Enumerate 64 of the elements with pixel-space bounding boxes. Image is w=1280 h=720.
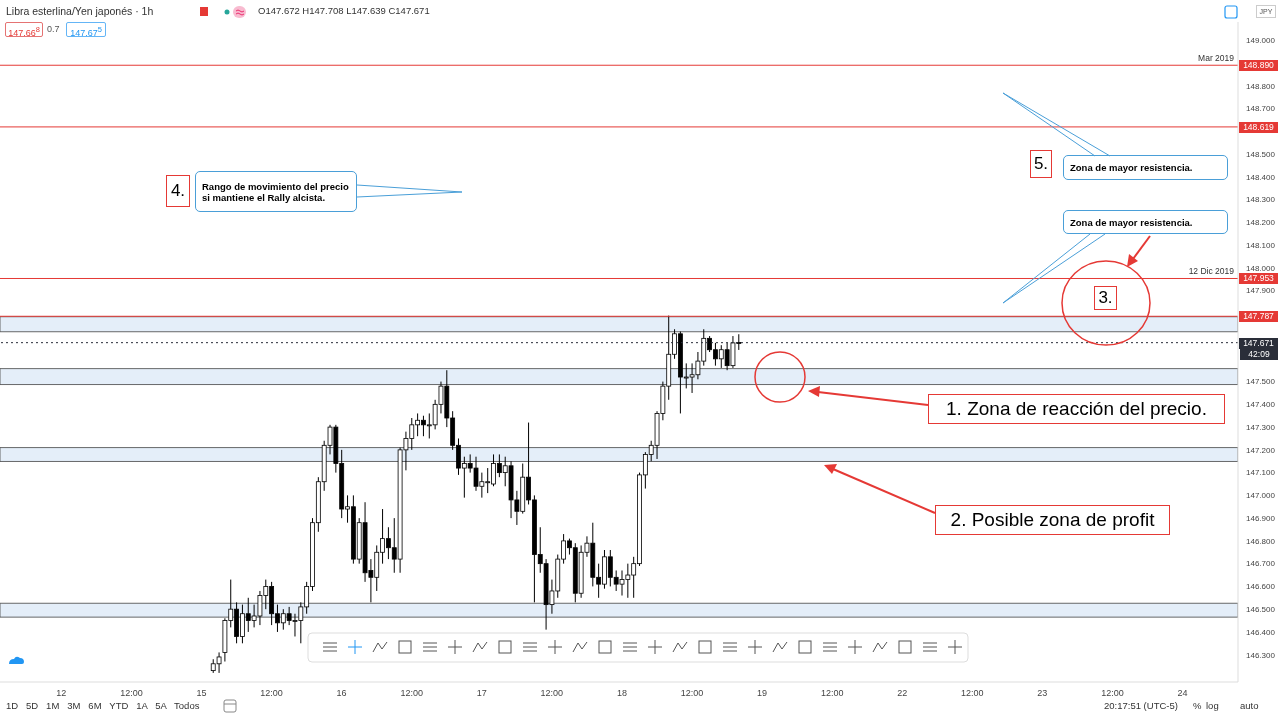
y-tick-label: 148.500 xyxy=(1246,149,1276,159)
y-tick-label: 148.700 xyxy=(1246,104,1276,114)
x-tick-label: 12:00 xyxy=(260,688,283,699)
x-tick-label: 17 xyxy=(476,688,487,699)
x-tick-label: 12 xyxy=(56,688,67,699)
x-tick-label: 12:00 xyxy=(120,688,143,699)
annotation: 147.66$^{8}$ xyxy=(8,25,40,38)
text: log xyxy=(1206,700,1219,711)
annotation: 0.7 xyxy=(47,24,60,34)
annotation: Zona de mayor resistencia. xyxy=(1070,216,1193,228)
text: 1D 5D 1M 3M 6M YTD 1A 5A Todos xyxy=(6,700,200,711)
text: 147.953 xyxy=(1243,273,1274,283)
y-tick-label: 148.000 xyxy=(1246,263,1276,273)
x-tick-label: 22 xyxy=(897,688,908,699)
y-tick-label: 146.700 xyxy=(1246,559,1276,569)
text: 42:09 xyxy=(1248,349,1270,359)
y-tick-label: 148.200 xyxy=(1246,218,1276,228)
x-tick-label: 16 xyxy=(336,688,347,699)
text: % xyxy=(1193,700,1202,711)
x-tick-label: 12:00 xyxy=(540,688,564,699)
y-tick-label: 147.400 xyxy=(1246,400,1276,410)
y-tick-label: 146.800 xyxy=(1246,536,1276,546)
y-tick-label: 146.900 xyxy=(1246,513,1276,523)
x-tick-label: 12:00 xyxy=(680,688,704,699)
text: 147.671 xyxy=(1243,337,1274,348)
text: 147.787 xyxy=(1243,311,1274,321)
text: 148.890 xyxy=(1243,59,1274,70)
text: O147.672 H147.708 L147.639 C147.671 xyxy=(258,5,430,16)
y-tick-label: 148.300 xyxy=(1246,195,1276,205)
annotation: Zona de mayor resistencia. xyxy=(1070,162,1193,173)
y-tick-label: 146.500 xyxy=(1246,605,1276,615)
y-tick-label: 148.100 xyxy=(1246,240,1276,250)
x-tick-label: 12:00 xyxy=(400,688,423,699)
x-tick-label: 15 xyxy=(196,688,207,699)
x-tick-label: 12:00 xyxy=(820,688,844,699)
y-tick-label: 149.000 xyxy=(1246,36,1276,46)
x-tick-label: 12:00 xyxy=(1101,688,1124,699)
y-tick-label: 148.800 xyxy=(1246,81,1276,91)
annotation: Rango de movimiento del precio si mantiene el Rally alcista. xyxy=(202,180,350,203)
annotation: 2. Posible zona de profit xyxy=(950,509,1155,531)
text: 20:17:51 (UTC-5) xyxy=(1104,700,1178,711)
chart-title: Libra esterlina/Yen japonés · 1h xyxy=(6,5,154,17)
text: 148.619 xyxy=(1243,121,1274,132)
x-tick-label: 23 xyxy=(1037,688,1048,699)
x-tick-label: 24 xyxy=(1177,688,1188,699)
y-tick-label: 146.600 xyxy=(1246,582,1276,592)
annotation: 1. Zona de reacción del precio. xyxy=(946,398,1207,420)
text: auto xyxy=(1240,700,1259,711)
x-tick-label: 19 xyxy=(757,688,768,699)
y-tick-label: 147.900 xyxy=(1246,286,1276,296)
y-tick-label: 147.500 xyxy=(1246,377,1276,387)
x-tick-label: 12:00 xyxy=(961,688,984,699)
ref-line-label: 12 Dic 2019 xyxy=(1188,266,1235,277)
y-tick-label: 147.300 xyxy=(1246,422,1276,432)
y-tick-label: 147.200 xyxy=(1246,445,1276,455)
y-tick-label: 148.400 xyxy=(1246,172,1276,182)
annotation: 4. xyxy=(170,181,186,201)
annotation: 147.67$^{5}$ xyxy=(70,25,102,38)
y-tick-label: 147.000 xyxy=(1246,491,1276,501)
y-tick-label: 146.400 xyxy=(1246,627,1276,637)
y-tick-label: 146.300 xyxy=(1246,650,1276,660)
y-tick-label: 147.100 xyxy=(1246,468,1276,478)
x-tick-label: 18 xyxy=(616,688,627,699)
ref-line-label: Mar 2019 xyxy=(1198,53,1235,64)
